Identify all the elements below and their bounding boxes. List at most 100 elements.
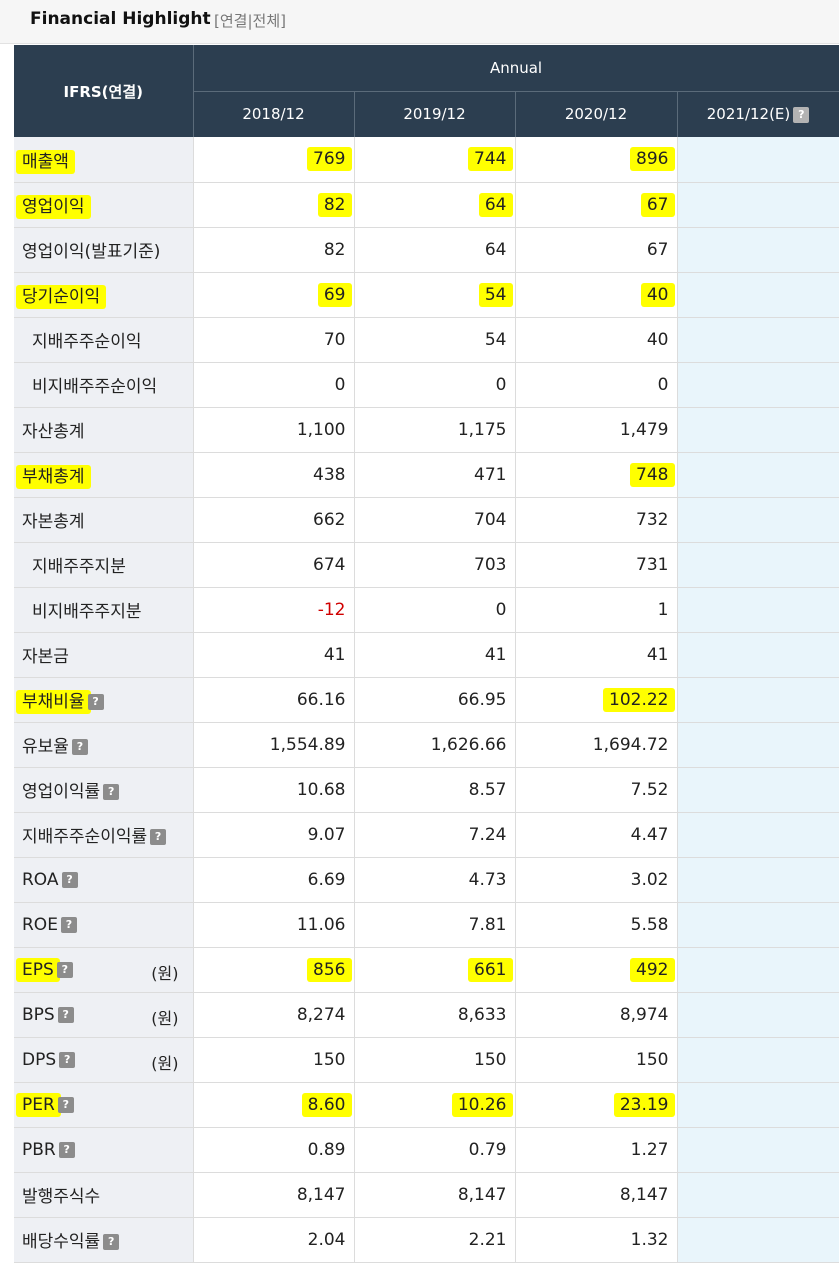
value-cell: 4.73 (354, 857, 516, 903)
row-label: 지배주주순이익 (32, 332, 142, 352)
table-row: 지배주주지분 674 703 731 (14, 542, 839, 588)
help-icon[interactable]: ? (57, 1096, 74, 1113)
row-label: EPS (16, 957, 60, 982)
row-label: DPS (22, 1049, 57, 1070)
link-all[interactable]: 전체 (252, 12, 281, 30)
help-icon[interactable]: ? (103, 784, 120, 800)
value-cell: 0.89 (193, 1127, 355, 1173)
row-label-cell: 영업이익(발표기준) (14, 227, 194, 273)
report-type-links: [연결|전체] (214, 10, 286, 31)
value-cell: 5.58 (515, 902, 678, 948)
value-cell: 1,100 (193, 407, 355, 453)
cell-value: 67 (646, 239, 669, 260)
row-label-cell: 비지배주주지분 (14, 587, 194, 633)
row-label-cell: DPS? (원) (14, 1037, 194, 1083)
table-row: 자본총계 662 704 732 (14, 497, 839, 543)
unit-label: (원) (151, 1008, 179, 1028)
cell-value: 11.06 (296, 914, 346, 935)
help-icon[interactable]: ? (103, 1234, 120, 1250)
value-cell (677, 407, 839, 453)
help-icon[interactable]: ? (56, 961, 73, 978)
value-cell: 438 (193, 452, 355, 498)
link-consolidated[interactable]: 연결 (219, 12, 248, 30)
help-icon[interactable]: ? (60, 916, 77, 933)
cell-value: 8,147 (296, 1184, 346, 1205)
row-label-cell: PBR? (14, 1127, 194, 1173)
value-cell (677, 1127, 839, 1173)
cell-value: 661 (468, 957, 513, 982)
value-cell: 8,147 (515, 1172, 678, 1218)
cell-value: 40 (640, 282, 675, 307)
row-label-cell: 지배주주순이익 (14, 317, 194, 363)
value-cell (677, 767, 839, 813)
row-label: 비지배주주순이익 (32, 377, 158, 397)
value-cell: 896 (515, 137, 678, 183)
table-row: 지배주주순이익 70 54 40 (14, 317, 839, 363)
value-cell: 150 (193, 1037, 355, 1083)
cell-value: 2.21 (468, 1229, 507, 1250)
row-label-cell: 자본총계 (14, 497, 194, 543)
value-cell (677, 317, 839, 363)
value-cell (677, 1217, 839, 1263)
period-header-2020: 2020/12 (515, 90, 678, 137)
unit-label: (원) (151, 963, 179, 983)
cell-value: 8.60 (301, 1092, 352, 1117)
value-cell (677, 542, 839, 588)
value-cell (677, 632, 839, 678)
table-row: 부채비율? 66.16 66.95 102.22 (14, 677, 839, 723)
row-label-cell: 비지배주주순이익 (14, 362, 194, 408)
row-label: 영업이익(발표기준) (22, 242, 161, 262)
value-cell: 7.52 (515, 767, 678, 813)
row-label-cell: 매출액 (14, 137, 194, 183)
cell-value: 0 (495, 374, 507, 395)
value-cell: 11.06 (193, 902, 355, 948)
value-cell (677, 902, 839, 948)
value-cell: 8,974 (515, 992, 678, 1038)
table-row: 매출액 769 744 896 (14, 137, 839, 183)
link-separator: | (247, 12, 253, 30)
cell-value: 7.52 (630, 779, 669, 800)
table-row: PER? 8.60 10.26 23.19 (14, 1082, 839, 1128)
cell-value: 731 (636, 554, 669, 575)
financial-highlight-table: IFRS(연결) Annual 2018/12 2019/12 2020/12 … (14, 45, 839, 1263)
cell-value: 64 (484, 239, 507, 260)
value-cell: 69 (193, 272, 355, 318)
period-header-2019: 2019/12 (354, 90, 516, 137)
value-cell: 1.32 (515, 1217, 678, 1263)
value-cell (677, 362, 839, 408)
value-cell: 7.24 (354, 812, 516, 858)
table-row: 영업이익(발표기준) 82 64 67 (14, 227, 839, 273)
row-label: 자본금 (22, 647, 69, 667)
help-icon[interactable]: ? (57, 1006, 74, 1023)
cell-value: 66.16 (296, 689, 346, 710)
help-icon[interactable]: ? (87, 694, 104, 710)
row-label: 지배주주지분 (32, 557, 126, 577)
value-cell: 82 (193, 227, 355, 273)
value-cell: 64 (354, 227, 516, 273)
value-cell: 661 (354, 947, 516, 993)
table-row: EPS? (원) 856 661 492 (14, 947, 839, 993)
value-cell (677, 272, 839, 318)
row-label-cell: 배당수익률? (14, 1217, 194, 1263)
cell-value: 0.89 (307, 1139, 346, 1160)
help-icon[interactable]: ? (59, 1051, 76, 1068)
help-icon[interactable]: ? (150, 829, 167, 845)
table-row: ROE? 11.06 7.81 5.58 (14, 902, 839, 948)
help-icon[interactable]: ? (71, 739, 88, 755)
help-icon[interactable]: ? (61, 871, 78, 888)
row-label: 당기순이익 (16, 285, 107, 309)
row-label-cell: 영업이익 (14, 182, 194, 228)
value-cell (677, 857, 839, 903)
help-icon[interactable]: ? (793, 106, 810, 123)
table-row: 유보율? 1,554.89 1,626.66 1,694.72 (14, 722, 839, 768)
row-label-cell: ROA? (14, 857, 194, 903)
cell-value: 40 (646, 329, 669, 350)
cell-value: 41 (484, 644, 507, 665)
help-icon[interactable]: ? (58, 1141, 75, 1158)
value-cell: 8,633 (354, 992, 516, 1038)
period-header-2021e: 2021/12(E)? (677, 90, 839, 137)
value-cell: 66.16 (193, 677, 355, 723)
cell-value: 54 (484, 329, 507, 350)
value-cell: 9.07 (193, 812, 355, 858)
value-cell: -12 (193, 587, 355, 633)
